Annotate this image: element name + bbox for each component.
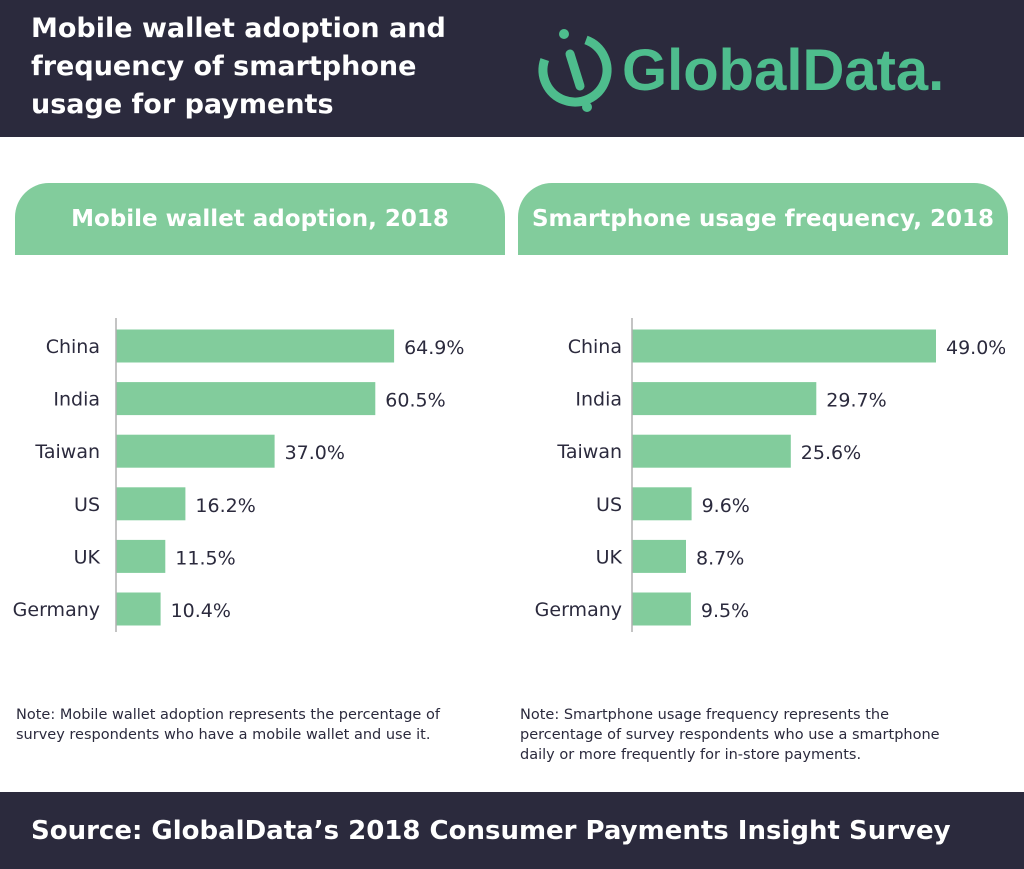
value-label: 60.5% [385,390,445,412]
category-label: China [46,336,100,358]
wallet-adoption-chart: China 64.9% India 60.5% Taiwan 37.0% US 16.2% UK… [13,318,464,632]
value-label: 37.0% [285,442,345,464]
note-line: daily or more frequently for in-store pa… [520,747,862,763]
title-line-2: frequency of smartphone [31,51,417,82]
usage-frequency-chart: China 49.0% India 29.7% Taiwan 25.6% US 9.6% UK 8… [535,318,1005,632]
value-label: 25.6% [801,442,861,464]
category-label: India [53,389,100,411]
value-label: 16.2% [195,495,255,517]
category-label: India [575,389,622,411]
page-title: Mobile wallet adoption and frequency of … [31,10,501,124]
category-label: US [74,494,100,516]
bar-taiwan [116,434,275,468]
value-label: 64.9% [404,337,464,359]
category-label: Taiwan [556,441,622,463]
panel-heading-usage-frequency: Smartphone usage frequency, 2018 [518,183,1008,255]
bar-us [632,487,692,521]
bar-india [632,382,817,416]
value-label: 29.7% [826,390,886,412]
bar-china [116,329,395,363]
wallet-adoption-note: Note: Mobile wallet adoption represents … [16,705,506,745]
category-label: Germany [535,599,622,621]
title-line-1: Mobile wallet adoption and [31,13,446,44]
value-label: 49.0% [946,337,1005,359]
globaldata-logo-icon [538,29,612,112]
globaldata-logo-text: GlobalData. [622,38,944,103]
note-line: percentage of survey respondents who use… [520,727,940,743]
usage-frequency-note: Note: Smartphone usage frequency represe… [520,705,1015,765]
category-label: China [568,336,622,358]
globaldata-logo: GlobalData. [538,29,944,112]
bar-taiwan [632,434,791,468]
title-line-3: usage for payments [31,89,334,120]
bar-germany [632,592,691,626]
category-label: UK [596,546,623,568]
note-line: Note: Smartphone usage frequency represe… [520,707,890,723]
category-label: US [596,494,622,516]
bar-uk [116,539,166,573]
panel-heading-wallet-adoption: Mobile wallet adoption, 2018 [15,183,505,255]
header-banner: Mobile wallet adoption and frequency of … [0,0,1024,137]
bar-germany [116,592,161,626]
category-label: Taiwan [34,441,100,463]
bar-us [116,487,186,521]
footer-banner: Source: GlobalData’s 2018 Consumer Payme… [0,792,1024,869]
note-line: survey respondents who have a mobile wal… [16,727,431,743]
value-label: 8.7% [696,547,744,569]
value-label: 9.5% [701,600,749,622]
value-label: 9.6% [702,495,750,517]
source-text: Source: GlobalData’s 2018 Consumer Payme… [31,815,951,846]
category-label: Germany [13,599,100,621]
bar-uk [632,539,686,573]
category-label: UK [74,546,101,568]
note-line: Note: Mobile wallet adoption represents … [16,707,440,723]
value-label: 11.5% [175,547,235,569]
bar-china [632,329,936,363]
bar-india [116,382,376,416]
value-label: 10.4% [171,600,231,622]
